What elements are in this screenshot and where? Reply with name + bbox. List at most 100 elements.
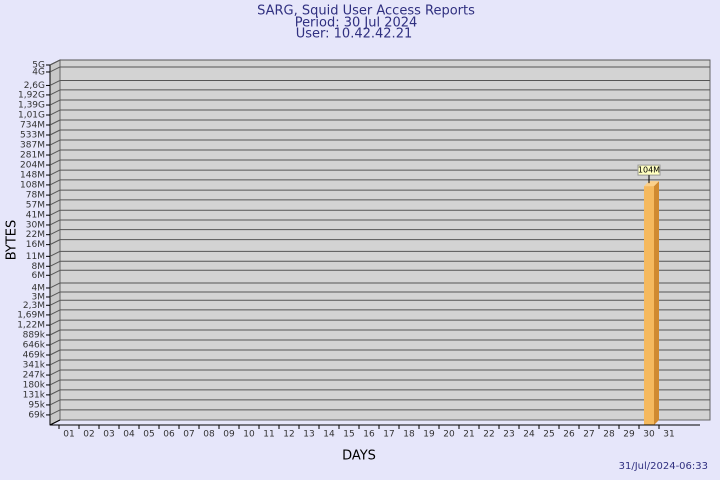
x-tick-label: 30: [643, 430, 655, 440]
x-tick-label: 23: [503, 430, 514, 440]
grid-line: [49, 229, 61, 236]
chart-subtitle: User: 10.42.42.21: [296, 27, 412, 42]
grid-line: [49, 379, 61, 386]
floor-edge: [49, 419, 61, 426]
grid-line: [49, 139, 61, 146]
chart-subtitle: Period: 30 Jul 2024: [295, 16, 418, 31]
y-tick-label: 148M: [20, 171, 45, 181]
x-tick-label: 26: [563, 430, 575, 440]
y-tick-label: 341k: [23, 360, 46, 370]
grid-line: [49, 291, 61, 298]
y-tick-label: 30M: [26, 220, 45, 230]
grid-line: [49, 219, 61, 226]
grid-line: [49, 399, 61, 406]
y-tick-label: 533M: [20, 131, 45, 141]
y-tick-label: 6M: [32, 271, 46, 281]
grid-line: [49, 389, 61, 396]
x-tick-label: 09: [223, 430, 235, 440]
y-tick-label: 889k: [23, 331, 46, 341]
x-tick-label: 27: [583, 430, 594, 440]
y-tick-label: 2,6G: [24, 81, 45, 91]
y-tick-label: 387M: [20, 141, 45, 151]
value-label: 104M: [638, 166, 660, 175]
grid-line: [49, 129, 61, 136]
y-tick-label: 1,69M: [17, 310, 45, 320]
grid-line: [49, 199, 61, 206]
x-tick-label: 25: [543, 430, 554, 440]
y-tick-label: 247k: [23, 371, 46, 381]
x-tick-label: 12: [283, 430, 294, 440]
x-tick-label: 02: [83, 430, 94, 440]
y-tick-label: 4M: [32, 283, 46, 293]
x-tick-label: 08: [203, 430, 215, 440]
grid-line: [49, 149, 61, 156]
x-tick-label: 14: [323, 430, 335, 440]
grid-line: [49, 329, 61, 336]
y-tick-label: 108M: [20, 180, 45, 190]
y-tick-label: 95k: [28, 400, 45, 410]
grid-line: [49, 80, 61, 86]
y-tick-label: 204M: [20, 161, 45, 171]
y-tick-label: 57M: [26, 200, 45, 210]
grid-line: [49, 299, 61, 306]
grid-line: [49, 269, 61, 276]
y-tick-label: 4G: [32, 67, 45, 77]
grid-line: [49, 260, 61, 267]
chart-title: SARG, Squid User Access Reports: [257, 4, 475, 19]
footer: 31/Jul/2024-06:33: [619, 461, 708, 472]
y-tick-label: 78M: [26, 191, 45, 201]
grid-line: [49, 189, 61, 196]
y-tick-label: 3M: [32, 292, 46, 302]
x-tick-label: 04: [123, 430, 135, 440]
grid-line: [49, 349, 61, 356]
x-tick-label: 05: [143, 430, 154, 440]
y-tick-label: 5G: [32, 61, 45, 71]
x-tick-label: 15: [343, 430, 354, 440]
grid-line: [49, 169, 61, 176]
x-tick-label: 24: [523, 430, 535, 440]
x-tick-label: 17: [383, 430, 394, 440]
y-tick-label: 11M: [26, 252, 45, 262]
x-tick-label: 31: [663, 430, 674, 440]
x-tick-label: 11: [263, 430, 274, 440]
y-tick-label: 16M: [26, 240, 45, 250]
x-tick-label: 18: [403, 430, 415, 440]
grid-line: [49, 99, 61, 106]
y-axis-label: BYTES: [5, 220, 20, 261]
grid-line: [49, 409, 61, 416]
y-tick-label: 1,92G: [18, 90, 45, 100]
x-tick-label: 10: [243, 430, 255, 440]
y-tick-label: 22M: [26, 230, 45, 240]
y-tick-label: 41M: [26, 211, 45, 221]
y-tick-label: 8M: [32, 262, 46, 272]
grid-line: [49, 319, 61, 326]
grid-line: [49, 359, 61, 366]
grid-line: [49, 109, 61, 116]
grid-line: [49, 59, 61, 66]
y-tick-label: 469k: [23, 351, 46, 361]
y-tick-label: 1,39G: [18, 101, 45, 111]
x-tick-label: 16: [363, 430, 375, 440]
grid-line: [49, 309, 61, 316]
x-tick-label: 03: [103, 430, 114, 440]
grid-line: [49, 239, 61, 246]
x-tick-label: 20: [443, 430, 455, 440]
x-tick-label: 29: [623, 430, 635, 440]
y-tick-label: 2,3M: [23, 301, 45, 311]
x-tick-label: 28: [603, 430, 615, 440]
y-tick-label: 281M: [20, 151, 45, 161]
grid-line: [49, 369, 61, 376]
grid-line: [49, 159, 61, 166]
y-tick-label: 131k: [23, 390, 46, 400]
x-tick-label: 06: [163, 430, 175, 440]
grid-line: [49, 250, 61, 257]
grid-line: [49, 66, 61, 73]
grid-line: [49, 179, 61, 186]
bar-top: [644, 181, 659, 187]
y-tick-label: 1,22M: [17, 321, 45, 331]
grid-line: [49, 89, 61, 96]
y-tick-label: 180k: [23, 380, 46, 390]
grid-line: [49, 282, 61, 289]
x-tick-label: 13: [303, 430, 314, 440]
